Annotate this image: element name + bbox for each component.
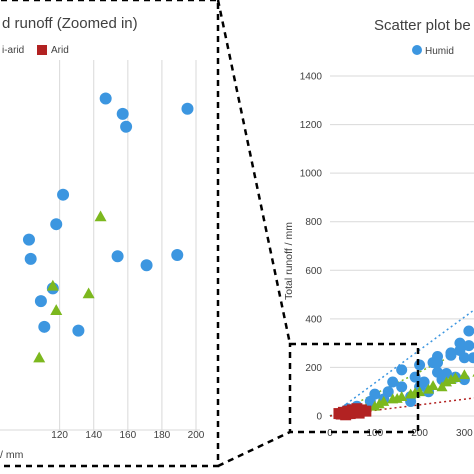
y-tick-label: 200 — [305, 363, 322, 374]
data-point-humid — [467, 352, 474, 364]
y-tick-label: 1400 — [300, 72, 323, 83]
x-tick-label: 300 — [456, 428, 473, 439]
zoom-region-box — [288, 342, 420, 434]
data-point-semi-arid — [391, 393, 403, 403]
zoomed-chart-x-axis-label: / mm — [0, 449, 24, 461]
data-point-humid — [22, 233, 35, 246]
data-point-humid — [120, 120, 133, 133]
legend-label-arid: Arid — [51, 45, 69, 56]
y-tick-label: 400 — [305, 314, 322, 325]
data-point-semi-arid — [436, 381, 448, 392]
x-tick-label: 200 — [188, 430, 205, 441]
data-point-semi-arid — [82, 287, 95, 299]
data-point-semi-arid — [427, 380, 439, 391]
zoomed-chart-title: d runoff (Zoomed in) — [2, 15, 138, 32]
data-point-humid — [396, 364, 408, 376]
y-tick-label: 1000 — [300, 169, 323, 180]
y-tick-label: 1200 — [300, 120, 323, 131]
x-tick-label: 160 — [119, 430, 136, 441]
data-point-arid — [335, 408, 347, 420]
full-chart-panel: Scatter plot be Humid 020040060080010001… — [283, 17, 474, 439]
data-point-humid — [445, 349, 457, 361]
data-point-humid — [396, 381, 408, 393]
full-chart-points — [333, 325, 474, 421]
x-tick-label: 100 — [366, 428, 383, 439]
legend-label-semi-arid: i-arid — [2, 45, 24, 56]
data-point-semi-arid — [33, 351, 46, 363]
data-point-humid — [140, 259, 153, 272]
legend-marker-arid — [37, 45, 47, 55]
data-point-humid — [181, 102, 194, 115]
data-point-humid — [38, 320, 51, 333]
data-point-humid — [387, 376, 399, 388]
zoomed-chart-grid — [0, 60, 200, 432]
data-point-humid — [418, 376, 430, 388]
data-point-humid — [405, 395, 417, 407]
zoom-connector-top — [216, 0, 292, 345]
zoomed-chart-x-ticks: 120 140 160 180 200 — [51, 430, 204, 441]
data-point-humid — [57, 188, 70, 201]
data-point-semi-arid — [50, 304, 63, 315]
full-chart-y-ticks: 0 200 400 600 800 1000 1200 1400 — [300, 72, 323, 423]
data-point-semi-arid — [94, 210, 107, 222]
data-point-arid — [360, 405, 372, 417]
data-point-humid — [50, 218, 63, 231]
full-chart-legend: Humid — [412, 45, 454, 57]
full-chart-x-ticks: 0 100 200 300 — [327, 428, 473, 439]
data-point-humid — [458, 352, 470, 364]
data-point-humid — [72, 324, 85, 337]
full-chart-y-axis-label: Total runoff / mm — [283, 222, 295, 300]
data-point-humid — [463, 340, 474, 352]
x-tick-label: 120 — [51, 430, 68, 441]
full-chart-title: Scatter plot be — [374, 17, 471, 34]
legend-label-humid: Humid — [425, 46, 454, 57]
data-point-humid — [116, 107, 129, 120]
y-tick-label: 600 — [305, 266, 322, 277]
data-point-humid — [463, 325, 474, 337]
trendline-arid — [329, 397, 474, 417]
data-point-arid — [353, 407, 365, 419]
zoom-connector-bottom — [217, 430, 291, 468]
zoomed-chart-panel: d runoff (Zoomed in) i-arid Arid 120 140 1… — [0, 0, 220, 468]
zoomed-chart-frame — [0, 0, 220, 468]
x-tick-label: 180 — [154, 430, 171, 441]
zoomed-chart-points — [22, 92, 194, 363]
data-point-humid — [414, 359, 426, 371]
data-point-humid — [171, 248, 184, 261]
y-tick-label: 0 — [316, 412, 322, 423]
data-point-humid — [99, 92, 112, 105]
data-point-semi-arid — [373, 398, 385, 409]
x-tick-label: 140 — [85, 430, 102, 441]
data-point-semi-arid — [46, 279, 59, 291]
legend-marker-humid — [412, 45, 422, 55]
data-point-semi-arid — [449, 372, 461, 383]
data-point-humid — [432, 357, 444, 369]
data-point-humid — [24, 252, 37, 265]
x-tick-label: 200 — [411, 428, 428, 439]
zoomed-chart-legend: i-arid Arid — [2, 45, 69, 56]
data-point-semi-arid — [458, 369, 470, 380]
data-point-humid — [34, 295, 47, 308]
data-point-humid — [111, 250, 124, 263]
x-tick-label: 0 — [327, 428, 333, 439]
y-tick-label: 800 — [305, 217, 322, 228]
